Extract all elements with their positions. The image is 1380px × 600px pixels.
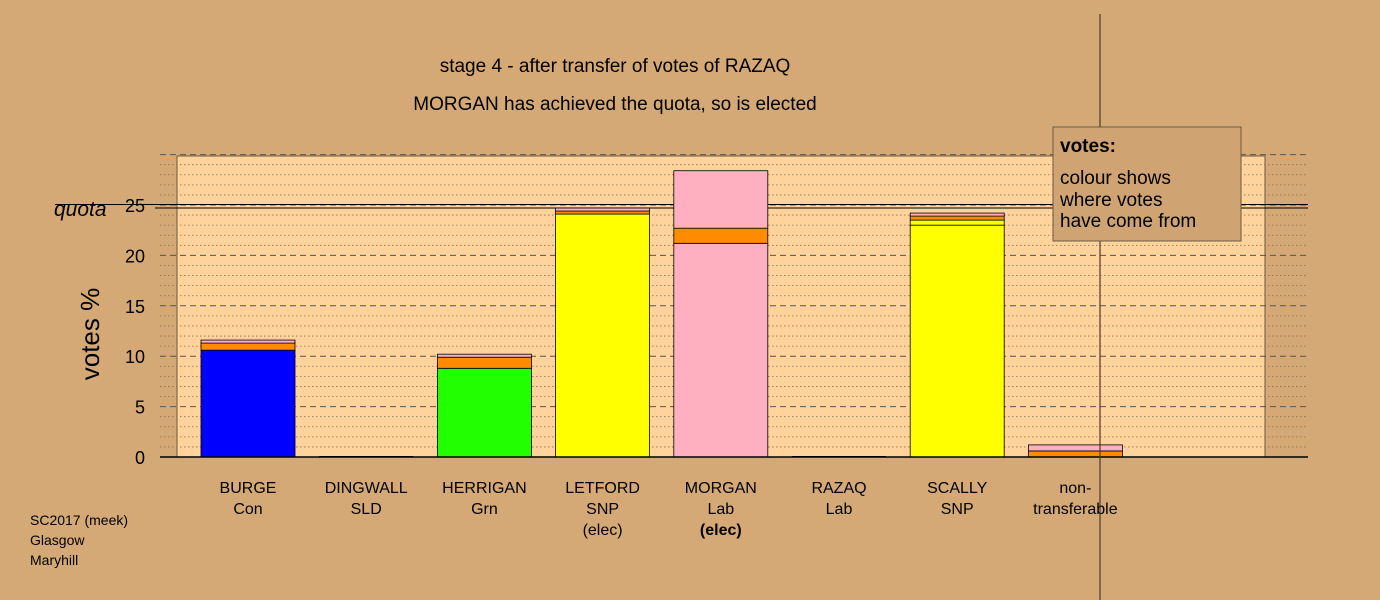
bar-segment [436,353,532,358]
category-name: RAZAQ [811,480,866,497]
legend-box [1052,126,1242,242]
category-party: transferable [1033,501,1118,518]
category-name: DINGWALL [325,480,408,497]
source-note: SC2017 (meek) Glasgow Maryhill [30,512,128,568]
bar-segment [555,213,650,458]
legend-line-1: colour shows [1060,168,1171,189]
source-line-1: SC2017 (meek) [30,512,128,528]
category-name: LETFORD [565,480,640,497]
category-note: (elec) [583,522,623,539]
category-name: non- [1059,480,1091,497]
y-tick-label: 15 [125,297,145,317]
category-party: Lab [707,501,734,518]
bar-segment [200,349,296,458]
category-note: (elec) [700,522,742,539]
category-name: SCALLY [927,480,988,497]
chart-title: stage 4 - after transfer of votes of RAZ… [440,56,791,77]
y-axis-label: votes % [75,288,105,381]
y-tick-label: 10 [125,347,145,367]
bar-segment [436,356,532,369]
bar-segment [555,210,650,215]
legend-line-2: where votes [1059,190,1162,211]
bar-burge [200,339,296,458]
bar-segment [673,227,769,244]
bar-non [1028,444,1123,458]
bar-segment [673,170,769,229]
y-tick-label: 20 [125,246,145,266]
bar-segment [200,342,296,351]
legend-line-3: have come from [1060,211,1196,232]
bar-segment [673,242,769,458]
legend-title: votes: [1060,136,1116,157]
bars [200,170,1123,458]
category-party: Grn [471,501,498,518]
bar-herrigan [436,353,532,458]
category-name: MORGAN [685,480,757,497]
category-party: Con [233,501,262,518]
y-tick-label: 25 [125,196,145,216]
quota-label: quota [54,198,107,221]
axes [160,14,1308,600]
legend: votes: colour shows where votes have com… [1052,126,1242,242]
bar-segment [909,215,1005,221]
bar-letford [555,207,650,458]
category-party: Lab [826,501,853,518]
bar-segment [909,219,1005,226]
chart-subtitle: MORGAN has achieved the quota, so is ele… [413,94,816,115]
category-labels: BURGE Con DINGWALL SLD HERRIGAN Grn LETFORD SNP… [220,480,1118,539]
bar-segment [1028,450,1123,458]
source-line-2: Glasgow [30,532,85,548]
category-name: BURGE [220,480,277,497]
bar-segment [909,212,1005,217]
y-tick-label: 0 [135,448,145,468]
bar-scally [909,212,1005,458]
bar-segment [1028,444,1123,452]
bar-segment [200,339,296,344]
bar-segment [555,207,650,212]
bar-morgan [673,170,769,458]
bar-segment [909,224,1005,458]
bar-segment [436,367,532,458]
category-party: SNP [941,501,974,518]
y-tick-label: 5 [135,398,145,418]
category-party: SLD [351,501,382,518]
y-tick-labels: 0 5 10 15 20 25 [125,196,145,468]
source-line-3: Maryhill [30,552,78,568]
category-party: SNP [586,501,619,518]
category-name: HERRIGAN [442,480,526,497]
